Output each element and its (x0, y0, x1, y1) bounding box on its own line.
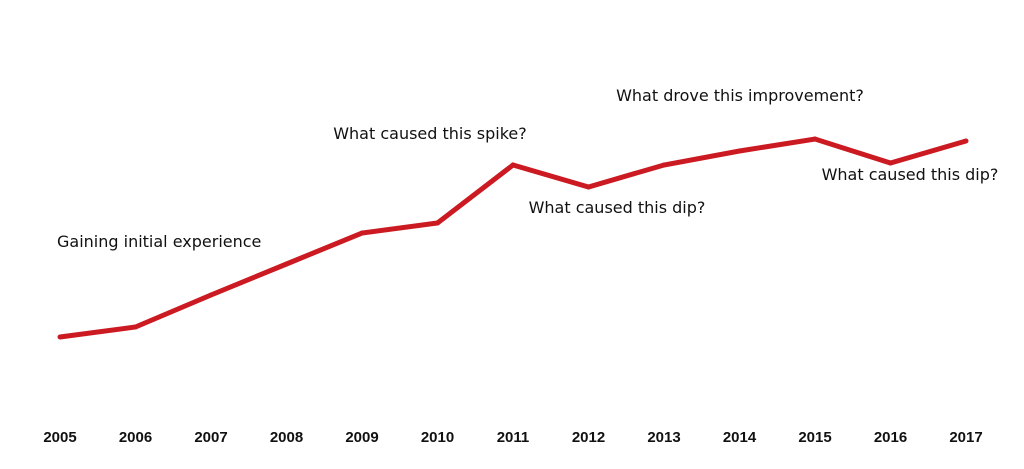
annotation-2011: What caused this spike? (333, 124, 527, 143)
x-tick-label: 2012 (572, 429, 605, 446)
x-tick-label: 2015 (798, 429, 831, 446)
x-axis-tick-labels: 2005 2006 2007 2008 2009 2010 2011 2012 2013 2014… (43, 429, 982, 446)
x-tick-label: 2009 (345, 429, 378, 446)
x-tick-label: 2014 (723, 429, 757, 446)
data-point-2005 (57, 334, 63, 340)
annotations: Gaining initial experience What caused th… (57, 86, 998, 251)
data-point-2014 (737, 148, 742, 154)
annotation-2012: What caused this dip? (529, 198, 706, 217)
x-tick-label: 2006 (119, 429, 152, 446)
data-points (57, 136, 969, 340)
data-point-2013 (661, 162, 667, 168)
data-point-2016 (888, 160, 893, 166)
data-point-2006 (133, 324, 138, 330)
data-point-2009 (359, 230, 365, 236)
data-point-2011 (510, 162, 516, 168)
data-point-2017 (963, 138, 969, 144)
x-tick-label: 2016 (874, 429, 907, 446)
x-tick-label: 2007 (194, 429, 227, 446)
data-point-2007 (208, 292, 214, 298)
x-tick-label: 2005 (43, 429, 76, 446)
data-point-2008 (284, 261, 289, 267)
annotation-2016: What caused this dip? (822, 165, 999, 184)
x-tick-label: 2013 (647, 429, 680, 446)
data-point-2015 (812, 136, 818, 142)
x-tick-label: 2010 (421, 429, 454, 446)
x-tick-label: 2017 (949, 429, 982, 446)
data-point-2010 (435, 220, 440, 226)
data-point-2012 (586, 184, 591, 190)
annotation-2015: What drove this improvement? (616, 86, 864, 105)
annotation-2005: Gaining initial experience (57, 232, 261, 251)
x-tick-label: 2008 (270, 429, 303, 446)
x-tick-label: 2011 (497, 429, 530, 446)
